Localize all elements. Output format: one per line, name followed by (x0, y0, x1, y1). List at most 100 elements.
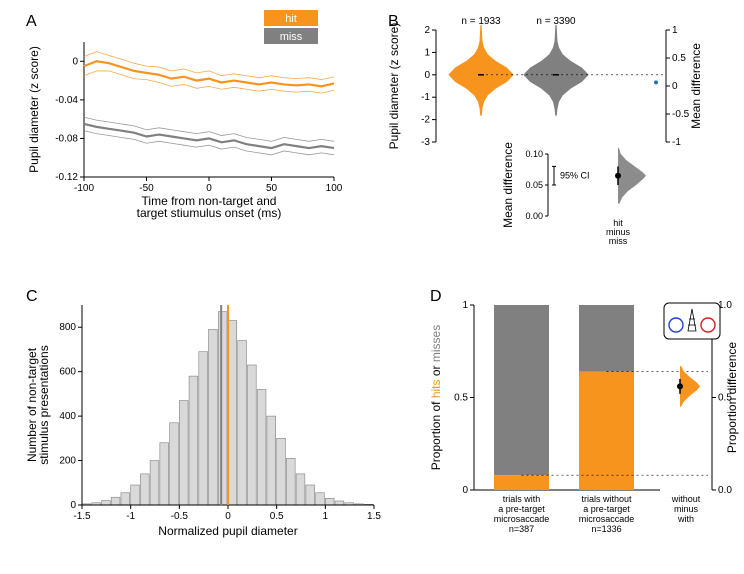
panel-c-ylabel: stimulus presentations (37, 345, 51, 464)
panel-c-xlabel: Normalized pupil diameter (158, 524, 297, 538)
bar-hit (494, 475, 549, 490)
diff-xlabel: with (677, 514, 694, 524)
hist-bar (316, 493, 325, 505)
panel-a-xtick: -50 (139, 183, 154, 194)
figure: Ahitmiss-100-50050100-0.12-0.08-0.040Tim… (0, 0, 744, 574)
panel-a-xlabel: target stiumulus onset (ms) (137, 206, 282, 220)
panel-b-diff-tick: 0 (672, 81, 678, 92)
panel-c-ytick: 200 (59, 456, 76, 467)
panel-c-xtick: 0 (225, 511, 231, 522)
panel-d-ytick: 1 (462, 300, 468, 311)
panel-a-xtick: 100 (326, 183, 343, 194)
panel-b-diff-tick: -0.5 (672, 109, 690, 120)
hist-bar (247, 365, 256, 505)
panel-b-ytick: -1 (421, 92, 430, 103)
hist-bar (111, 497, 120, 505)
ci-bracket (552, 166, 556, 185)
inset-dist (618, 148, 646, 204)
panel-c-xtick: 0.5 (270, 511, 284, 522)
hist-bar (325, 498, 334, 505)
panel-a-ytick: -0.08 (55, 133, 78, 144)
cat-mid: a pre-target (583, 504, 630, 514)
miss-mean-line (84, 124, 334, 148)
panel-b-diff-tick: -1 (672, 137, 681, 148)
panel-d-label: D (430, 288, 442, 305)
hist-bar (238, 341, 247, 505)
hist-bar (218, 312, 227, 505)
hist-bar (209, 329, 218, 505)
hist-bar (160, 443, 169, 505)
svg-text:Proportion of hits or misses: Proportion of hits or misses (429, 325, 443, 470)
miss-lower-line (84, 131, 334, 155)
panel-c-ytick: 800 (59, 322, 76, 333)
bar-miss (579, 305, 634, 372)
panel-b-ytick: -3 (421, 137, 430, 148)
hit-lower-line (84, 71, 334, 93)
hist-bar (228, 321, 237, 505)
hit-upper-line (84, 52, 334, 80)
panel-c-xtick: -0.5 (171, 511, 189, 522)
panel-c-label: C (26, 288, 38, 305)
ci-label: 95% CI (560, 171, 590, 181)
hist-bar (199, 352, 208, 505)
cat-n: n=387 (509, 524, 534, 534)
panel-c-xtick: -1 (126, 511, 135, 522)
panel-b-ytick: 0 (424, 70, 430, 81)
hist-bar (131, 485, 140, 505)
panel-b-diff-tick: 0.5 (672, 53, 686, 64)
cat-bot: microsaccade (579, 514, 635, 524)
hist-bar (189, 376, 198, 505)
panel-c-xtick: -1.5 (73, 511, 91, 522)
panel-d-ytick: 0.5 (454, 393, 468, 404)
hit-mean-line (84, 61, 334, 86)
cat-n: n=1336 (591, 524, 621, 534)
legend-miss-text: miss (280, 31, 303, 43)
panel-d-ytick: 0 (462, 485, 468, 496)
hist-bar (267, 416, 276, 505)
panel-b-ylabel-left: Pupil diameter (z score) (387, 23, 401, 150)
panel-b-ylabel-right: Mean difference (689, 43, 703, 129)
panel-b-ytick: -2 (421, 115, 430, 126)
cat-bot: microsaccade (494, 514, 550, 524)
inset-xlabel-miss: miss (609, 236, 628, 246)
hist-bar (335, 501, 344, 505)
hist-bar (306, 485, 315, 505)
panel-a-ytick: -0.12 (55, 172, 78, 183)
stimulus-icon (664, 303, 720, 339)
panel-c-xtick: 1 (323, 511, 329, 522)
panel-a-xtick: -100 (74, 183, 94, 194)
hist-bar (150, 461, 159, 505)
bar-hit (579, 372, 634, 490)
panel-d-ylabel-left: Proportion of hits or misses (429, 325, 443, 470)
panel-c-ytick: 600 (59, 367, 76, 378)
inset-ytick: 0.00 (525, 211, 543, 221)
inset-ytick: 0.05 (525, 180, 543, 190)
panel-c-ytick: 0 (70, 500, 76, 511)
hist-bar (101, 501, 110, 505)
panel-a-ytick: 0 (72, 56, 78, 67)
hist-bar (296, 474, 305, 505)
hist-bar (170, 423, 179, 505)
cat-top: trials with (503, 494, 541, 504)
panel-b-diff-tick: 1 (672, 25, 678, 36)
hist-bar (286, 458, 295, 505)
panel-a-label: A (26, 13, 37, 30)
inset-ylabel: Mean difference (501, 142, 515, 228)
panel-d-ylabel-right: Proportion difference (725, 342, 739, 454)
panel-d-diff-tick: 0.0 (718, 485, 732, 496)
panel-a-xtick: 0 (206, 183, 212, 194)
panel-b-ytick: 1 (424, 47, 430, 58)
hist-bar (257, 389, 266, 505)
diff-xlabel: minus (674, 504, 699, 514)
cat-top: trials without (581, 494, 632, 504)
bar-miss (494, 305, 549, 475)
hist-bar (277, 438, 286, 505)
hist-bar (121, 493, 130, 505)
panel-c-ytick: 400 (59, 411, 76, 422)
panel-b-ytick: 2 (424, 25, 430, 36)
panel-a-ylabel: Pupil diameter (z score) (27, 46, 41, 173)
panel-a-xtick: 50 (266, 183, 278, 194)
cat-mid: a pre-target (498, 504, 545, 514)
hist-bar (140, 474, 149, 505)
violin-miss (524, 26, 588, 116)
